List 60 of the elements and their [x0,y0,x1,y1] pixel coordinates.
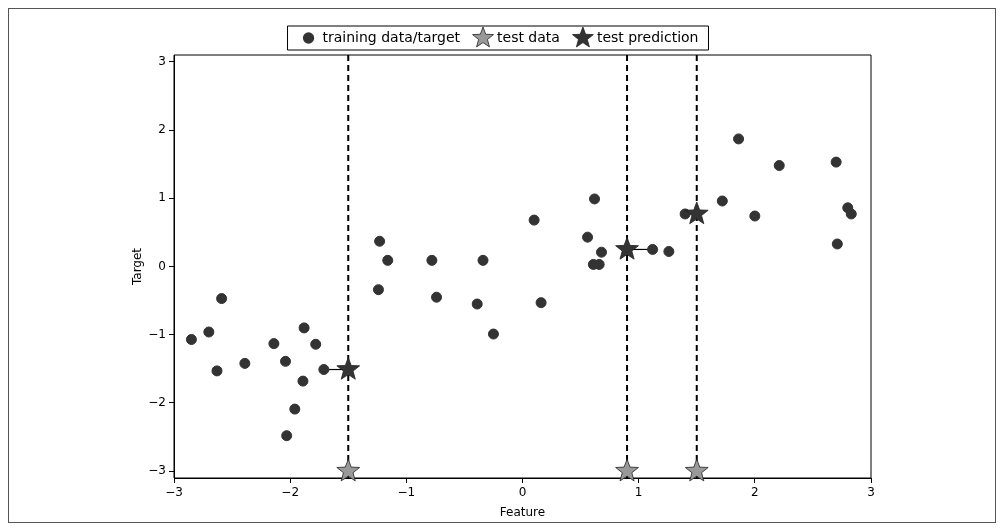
point [216,293,228,305]
point [716,195,728,207]
point [318,364,330,376]
point [471,298,483,310]
y-tick-label: −3 [148,463,166,478]
x-tick-label: −2 [281,485,300,500]
point [582,231,594,243]
x-tick-label: 3 [867,485,875,500]
point [615,237,639,260]
point [831,238,843,250]
x-tick-label: 2 [751,485,759,500]
point [845,208,857,220]
point [280,355,292,367]
point [663,245,675,257]
point [185,334,197,345]
point [431,291,443,303]
point [528,214,540,226]
point [211,365,223,377]
x-tick-label: 0 [518,485,527,500]
legend-label: test prediction [596,28,699,45]
y-tick-label: −2 [148,395,166,410]
point [298,322,310,334]
x-axis-title: Feature [499,504,546,519]
x-tick-label: −1 [397,485,416,500]
legend-label: training data/target [322,28,461,45]
point [477,254,489,266]
point [595,246,607,258]
point [589,193,601,205]
point [372,284,384,296]
point [374,235,386,247]
point [268,338,280,350]
point [289,403,301,415]
y-tick-label: −1 [148,326,166,341]
y-axis-title: Target [130,247,145,287]
point [426,254,438,266]
point [733,133,745,145]
point [487,328,499,340]
x-tick-label: 1 [634,485,643,500]
point [684,201,709,225]
y-tick-label: 2 [158,122,166,137]
point [830,156,842,168]
point [281,430,293,442]
figure-frame: Feature Target training data/target test data test prediction −3 −2 −1 0 1 2 3 −3 −2 −1 0 1 2 3 [8,8,996,523]
point [535,297,547,309]
point [297,375,309,387]
point [615,458,639,482]
point [647,243,659,255]
point [684,458,709,482]
point [239,357,251,369]
y-tick-label: 3 [158,53,166,68]
point [773,160,785,172]
point [749,210,761,222]
y-tick-label: 1 [158,190,166,205]
y-tick-label: 0 [158,258,166,273]
point [203,326,215,338]
legend-label: test data [497,28,560,45]
point [336,357,361,380]
point [382,254,394,266]
point [336,458,361,482]
point [310,338,322,350]
